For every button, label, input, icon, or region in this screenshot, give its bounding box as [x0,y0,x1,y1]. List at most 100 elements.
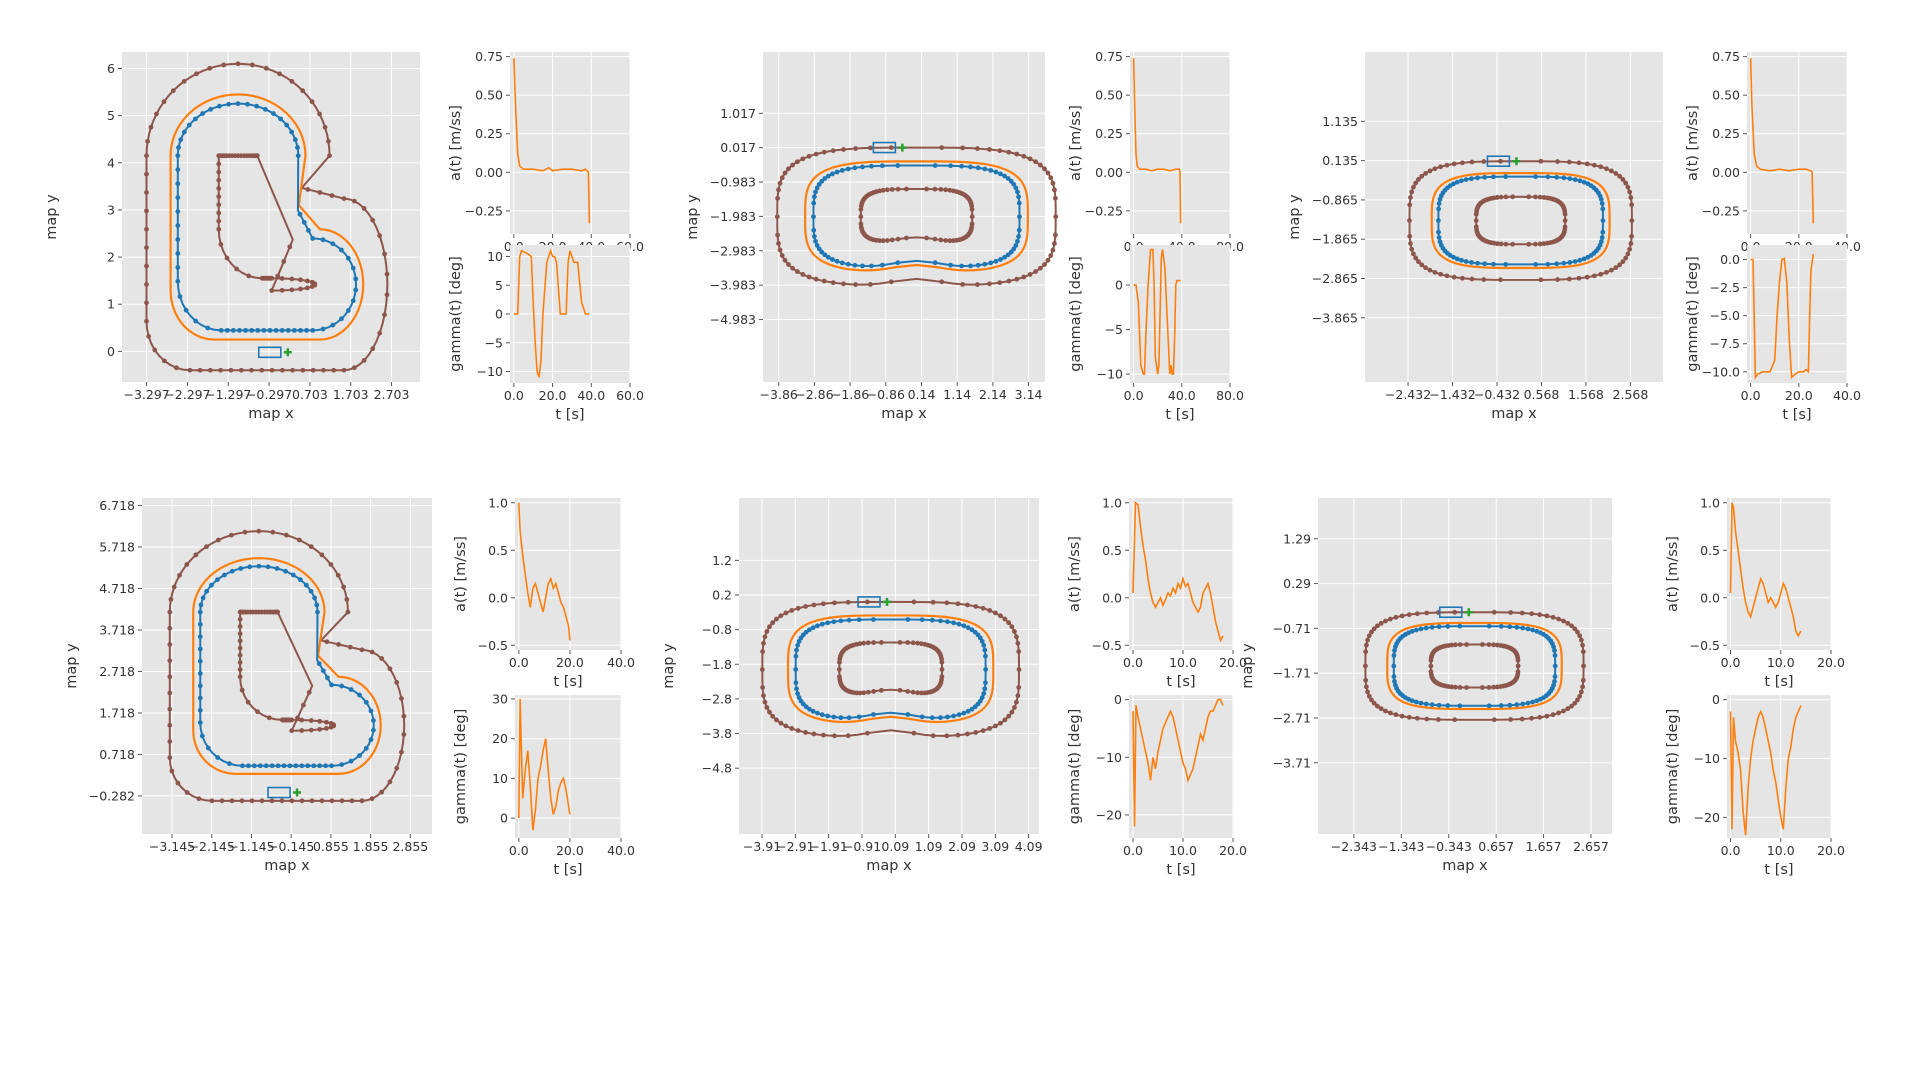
track-outer-boundary-point [181,78,187,84]
track-outer-boundary-point [296,537,302,543]
track-outer-boundary-point [187,367,193,373]
track-outer-boundary-point [1432,166,1438,172]
track-outer-boundary-point [339,798,345,804]
track-outer-boundary-point [349,798,355,804]
reference-path-point [1015,238,1020,244]
y-tick-label: −20 [1096,807,1122,822]
reference-path-point [1498,624,1504,629]
track-outer-boundary-point [1550,712,1556,718]
track-outer-boundary-point [394,680,400,685]
track-outer-boundary-point [1481,159,1487,164]
track-outer-boundary-point [1625,184,1631,190]
track-outer-boundary-point [790,265,795,271]
track-outer-boundary-point [279,367,285,373]
reference-path-point [982,166,988,172]
track-outer-boundary-point [1584,274,1590,280]
track-outer-boundary-point [803,604,808,609]
reference-path-point [1435,218,1441,223]
track-outer-boundary-point [300,367,306,373]
track-outer-boundary-point [987,726,993,731]
track-outer-boundary-point [1423,171,1428,176]
y-tick-label: −0.8 [702,622,732,637]
reference-path-point [297,577,303,583]
x-tick-label: 0.14 [908,387,936,402]
reference-path-point [983,667,989,672]
track-outer-boundary-point [239,798,245,804]
x-tick-label: 40.0 [607,655,635,670]
reference-path-point [197,671,203,676]
track-outer-boundary-point [289,78,295,84]
track-outer-boundary-point [1050,247,1056,253]
y-tick-label: 0.0 [1700,590,1720,605]
reference-path-point [846,617,852,623]
reference-path-point [1572,259,1578,264]
track-inner-boundary-point [287,244,293,250]
track-inner-boundary-point [216,202,222,208]
track-outer-boundary-point [1584,161,1590,167]
x-tick-label: 20.0 [1817,655,1845,670]
x-tick-label: 40.0 [607,843,635,858]
track-outer-boundary-point [911,730,917,736]
y-tick-label: 0.00 [475,165,503,180]
x-tick-label: −1.145 [228,839,274,854]
x-tick-label: −2.343 [1331,839,1377,854]
track-outer-boundary-point [1575,697,1580,703]
track-outer-boundary-point [1406,612,1412,618]
reference-path-point [1572,177,1578,183]
x-tick-label: −2.86 [795,387,833,402]
track-outer-boundary-point [1037,162,1043,168]
reference-path-point [1530,627,1536,633]
track-outer-boundary-point [1544,713,1550,719]
reference-path-point [267,327,273,333]
reference-path-point [795,691,800,696]
reference-path-point [981,691,987,696]
x-tick-label: −2.91 [776,839,814,854]
y-tick-label: 0 [107,344,115,359]
x-tick-label: 0.0 [1124,388,1144,403]
x-tick-label: 10.0 [1767,655,1795,670]
track-inner-boundary-point [836,667,842,672]
track-outer-boundary-point [1363,642,1369,648]
track-outer-boundary-point [336,642,341,647]
reference-path-point [314,602,320,608]
x-tick-label: 0.0 [504,388,524,403]
track-inner-boundary-point [1533,194,1538,200]
series-line [518,698,571,831]
track-outer-boundary-point [317,190,323,195]
track-outer-boundary-point [944,733,950,739]
reference-path-point [262,106,268,112]
track-outer-boundary-point [167,755,173,761]
reference-path-point [1413,699,1419,705]
y-tick-label: 0.0 [488,590,508,605]
reference-path-point [1457,703,1463,709]
reference-path-point [298,327,303,333]
trajectory-line [192,557,382,775]
reference-path-point [183,307,189,313]
track-outer-boundary-point [1565,620,1571,626]
reference-path-point [1436,229,1441,235]
track-outer-boundary-point [1363,677,1369,683]
track-outer-boundary-point [1620,177,1626,182]
reference-path-point [1429,702,1435,708]
track-outer-boundary-point [760,649,766,654]
reference-path-point [839,260,845,266]
reference-path-point [983,653,988,659]
track-outer-boundary-point [806,153,812,159]
track-outer-boundary-point [1627,246,1633,252]
reference-path-point [1534,698,1540,704]
x-tick-label: 2.703 [374,387,410,402]
y-tick-label: 1.2 [712,553,732,568]
track-outer-boundary-point [377,233,383,239]
track-inner-boundary-point [216,226,222,232]
track-outer-boundary-point [1048,175,1054,181]
y-tick-label: 0.29 [1283,576,1311,591]
y-tick-label: 0.75 [475,49,503,64]
reference-path-point [345,308,351,313]
reference-path-point [197,683,203,689]
track-outer-boundary-point [256,528,262,534]
line-panel-row2-col3-accel: 0.0 10.0 20.0−0.50.00.51.0t [s]a(t) [m/ss] [1665,495,1845,690]
track-outer-boundary-point [955,732,961,738]
track-outer-boundary-point [1566,276,1572,282]
y-tick-label: 1 [107,297,115,312]
reference-path-point [339,316,344,322]
